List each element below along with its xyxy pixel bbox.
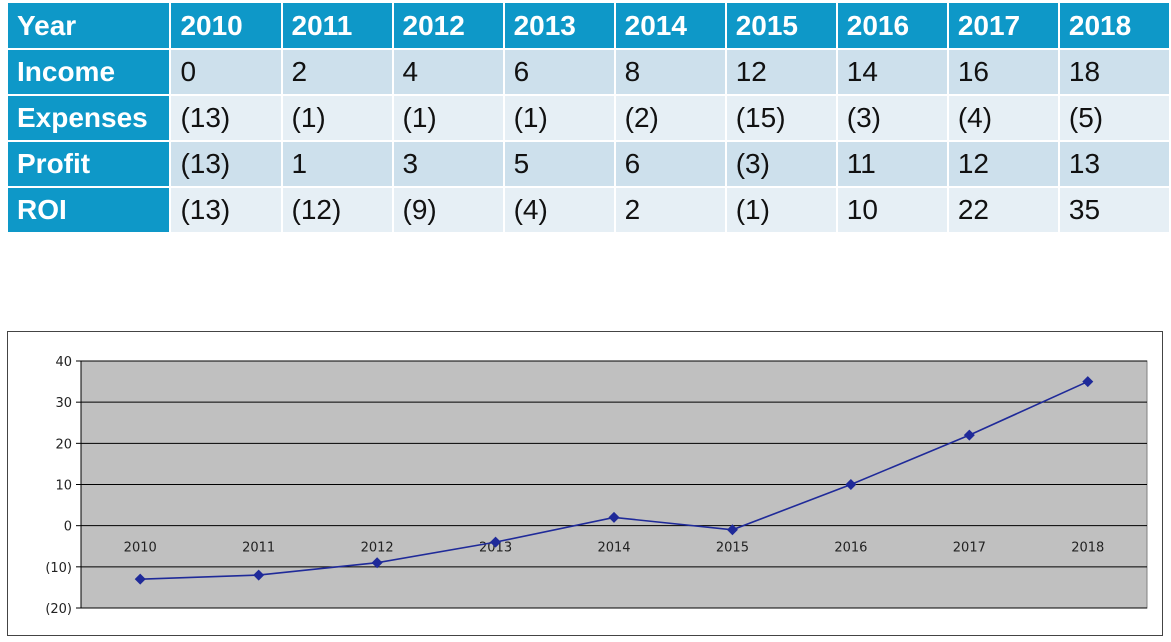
y-tick-label: (10) (45, 561, 72, 576)
x-tick-label: 2017 (953, 541, 986, 556)
x-tick-label: 2010 (124, 541, 157, 556)
table-cell: 2 (282, 50, 392, 94)
y-tick-label: 30 (55, 396, 72, 411)
table-row: Profit (13) 1 3 5 6 (3) 11 12 13 (8, 142, 1169, 186)
row-label-cell: ROI (8, 188, 170, 232)
year-header-cell: 2014 (615, 3, 725, 48)
table-cell: (4) (504, 188, 614, 232)
year-header-cell: 2015 (726, 3, 836, 48)
table-cell: 14 (837, 50, 947, 94)
table-cell: (1) (282, 96, 392, 140)
table-row: ROI (13) (12) (9) (4) 2 (1) 10 22 35 (8, 188, 1169, 232)
table-cell: (13) (171, 96, 281, 140)
data-point-marker (963, 429, 975, 441)
table-cell: (1) (504, 96, 614, 140)
x-tick-label: 2012 (361, 541, 394, 556)
table-cell: 22 (948, 188, 1058, 232)
table-cell: 5 (504, 142, 614, 186)
table-cell: 2 (615, 188, 725, 232)
table-cell: 11 (837, 142, 947, 186)
table-cell: (9) (393, 188, 503, 232)
year-header-cell: 2013 (504, 3, 614, 48)
table-cell: 13 (1059, 142, 1169, 186)
table-cell: (15) (726, 96, 836, 140)
year-header-cell: 2010 (171, 3, 281, 48)
row-label-cell: Income (8, 50, 170, 94)
table-cell: 12 (948, 142, 1058, 186)
data-point-marker (371, 557, 383, 569)
data-point-marker (608, 511, 620, 523)
data-point-marker (1082, 376, 1094, 388)
y-tick-label: 20 (55, 437, 72, 452)
y-tick-label: (20) (45, 602, 72, 617)
table-cell: 6 (615, 142, 725, 186)
table-cell: 35 (1059, 188, 1169, 232)
table-cell: 10 (837, 188, 947, 232)
table-cell: (12) (282, 188, 392, 232)
year-header-cell: 2018 (1059, 3, 1169, 48)
table-cell: (1) (726, 188, 836, 232)
year-header-cell: 2016 (837, 3, 947, 48)
data-point-marker (134, 573, 146, 585)
x-tick-label: 2016 (834, 541, 867, 556)
row-label-cell: Expenses (8, 96, 170, 140)
table-cell: 3 (393, 142, 503, 186)
table-cell: 8 (615, 50, 725, 94)
table-cell: 1 (282, 142, 392, 186)
x-tick-label: 2014 (597, 541, 630, 556)
x-tick-label: 2015 (716, 541, 749, 556)
table-cell: (1) (393, 96, 503, 140)
x-tick-label: 2018 (1071, 541, 1104, 556)
table-cell: 6 (504, 50, 614, 94)
data-point-marker (726, 524, 738, 536)
table-cell: (13) (171, 188, 281, 232)
y-tick-label: 10 (55, 479, 72, 494)
table-cell: (3) (837, 96, 947, 140)
year-header-cell: 2017 (948, 3, 1058, 48)
table-cell: (5) (1059, 96, 1169, 140)
table-cell: (2) (615, 96, 725, 140)
table-header-row: Year 2010 2011 2012 2013 2014 2015 2016 2017 2018 (8, 3, 1169, 48)
year-header-cell: 2012 (393, 3, 503, 48)
table-cell: (13) (171, 142, 281, 186)
table-cell: 18 (1059, 50, 1169, 94)
y-tick-label: 0 (64, 520, 72, 535)
table-cell: 12 (726, 50, 836, 94)
data-point-marker (490, 536, 502, 548)
y-tick-label: 40 (55, 355, 72, 370)
table-row: Income 0 2 4 6 8 12 14 16 18 (8, 50, 1169, 94)
row-label-cell: Profit (8, 142, 170, 186)
table-cell: (3) (726, 142, 836, 186)
financial-table: Year 2010 2011 2012 2013 2014 2015 2016 2017 2018… (6, 1, 1171, 234)
table-cell: 16 (948, 50, 1058, 94)
header-label-cell: Year (8, 3, 170, 48)
table-cell: 4 (393, 50, 503, 94)
table-cell: 0 (171, 50, 281, 94)
table-cell: (4) (948, 96, 1058, 140)
table-row: Expenses (13) (1) (1) (1) (2) (15) (3) (4) (5) (8, 96, 1169, 140)
x-tick-label: 2013 (479, 541, 512, 556)
x-tick-label: 2011 (242, 541, 275, 556)
roi-chart-frame: 40 30 20 10 0 (10) (20) 2010 2011 2012 2013 2014 201… (7, 331, 1163, 636)
data-point-marker (253, 569, 265, 581)
year-header-cell: 2011 (282, 3, 392, 48)
data-point-marker (845, 479, 857, 490)
